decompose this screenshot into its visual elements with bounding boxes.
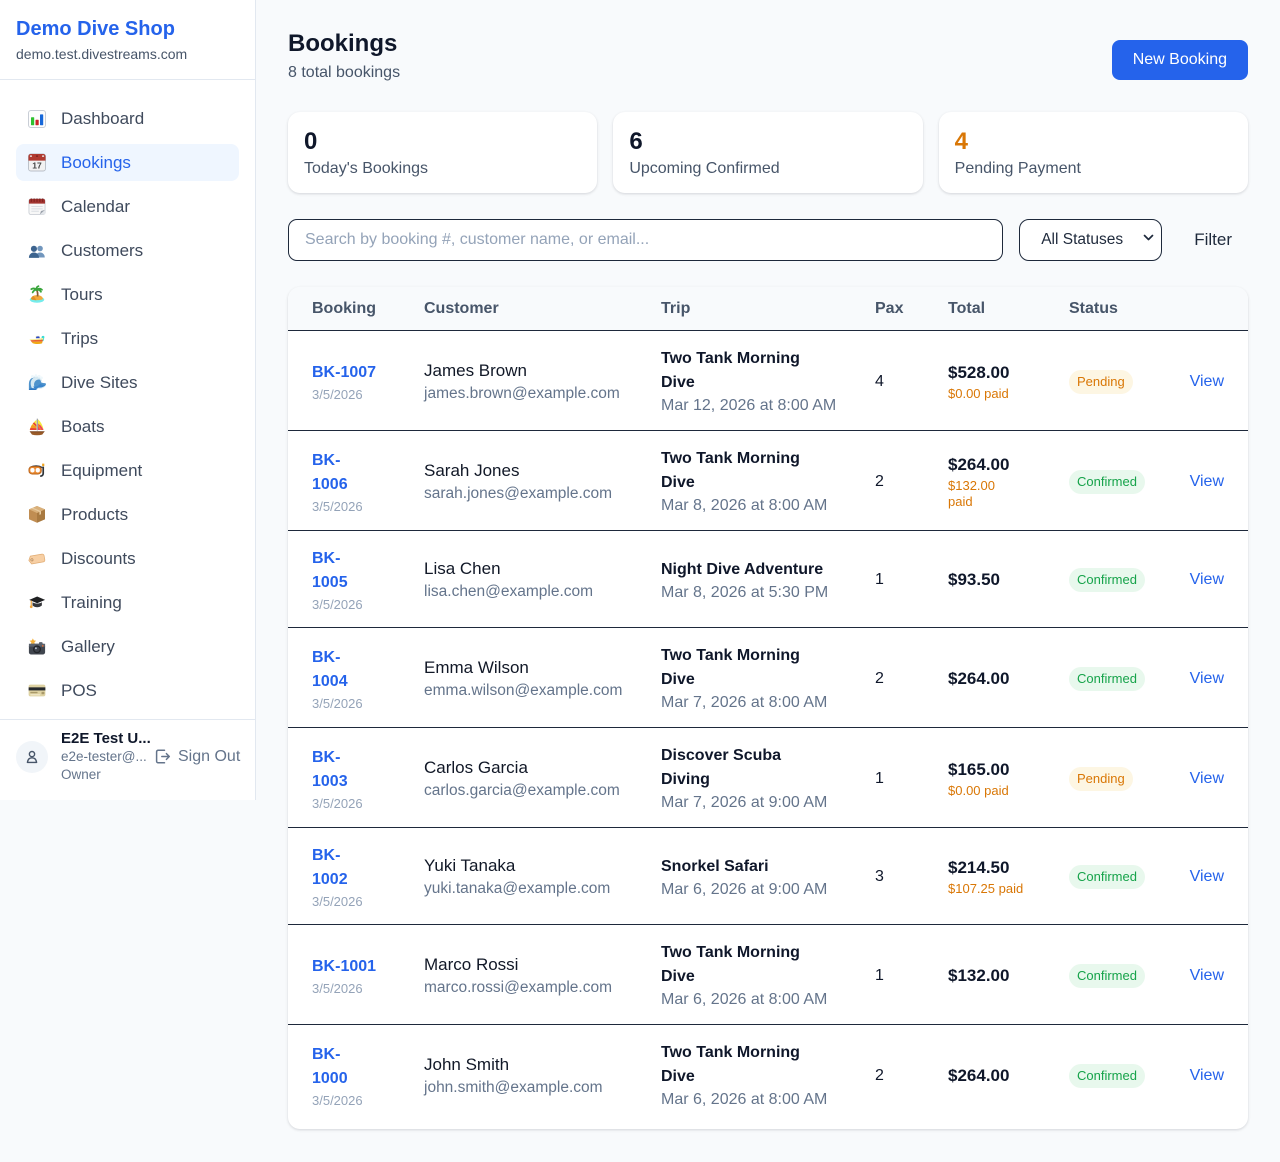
svg-text:17: 17 [32, 160, 42, 170]
